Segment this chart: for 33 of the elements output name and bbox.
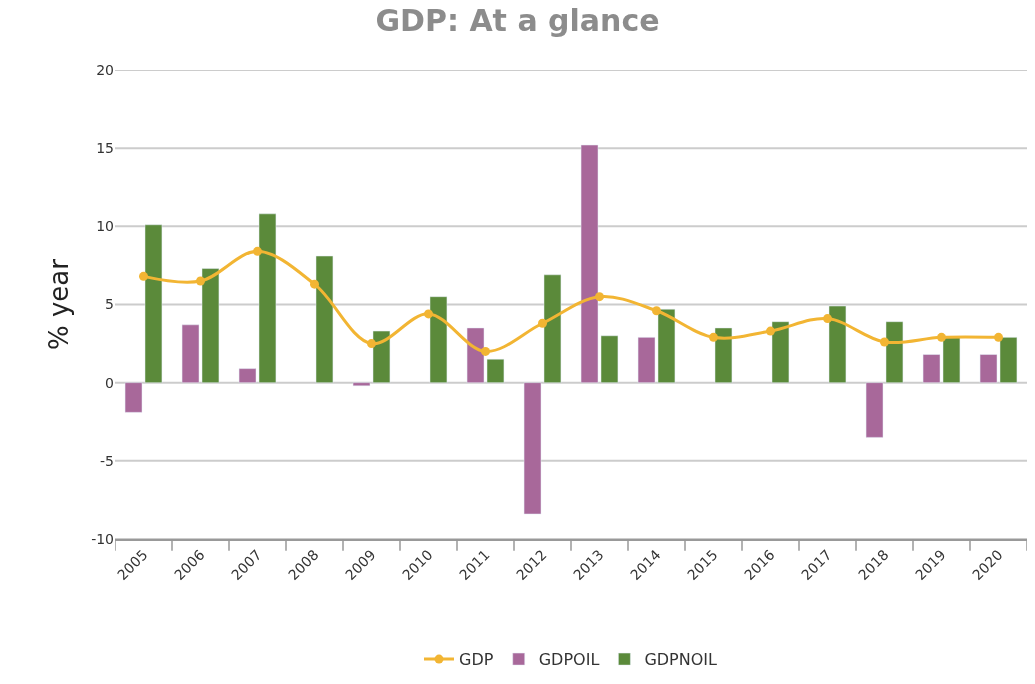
legend-label: GDP (459, 650, 494, 670)
point (937, 332, 946, 342)
point (766, 326, 775, 336)
bar (828, 305, 847, 383)
bar (771, 321, 790, 383)
legend-label: GDPOIL (538, 650, 600, 670)
bar (714, 327, 733, 383)
point (253, 246, 262, 256)
bar (429, 296, 448, 383)
point (481, 346, 490, 356)
point (139, 271, 148, 281)
y-tick-label: -5 (100, 452, 114, 469)
chart-title: GDP: At a glance (375, 3, 660, 39)
point (424, 309, 433, 319)
point (196, 276, 205, 286)
point (823, 314, 832, 324)
bar (315, 255, 334, 383)
point (652, 306, 661, 316)
y-tick-label: 15 (96, 140, 114, 157)
point (994, 332, 1003, 342)
point (310, 279, 319, 289)
point (595, 292, 604, 302)
point (709, 332, 718, 342)
point (880, 337, 889, 347)
legend-label: GDPNOIL (644, 650, 718, 670)
point (538, 318, 547, 328)
y-axis-title: % year (43, 258, 74, 350)
point (367, 339, 376, 349)
y-tick-label: 20 (96, 61, 114, 78)
y-tick-label: 5 (105, 296, 114, 313)
y-tick-label: -10 (91, 530, 114, 547)
y-tick-label: 0 (105, 374, 114, 391)
y-tick-label: 10 (96, 218, 114, 235)
